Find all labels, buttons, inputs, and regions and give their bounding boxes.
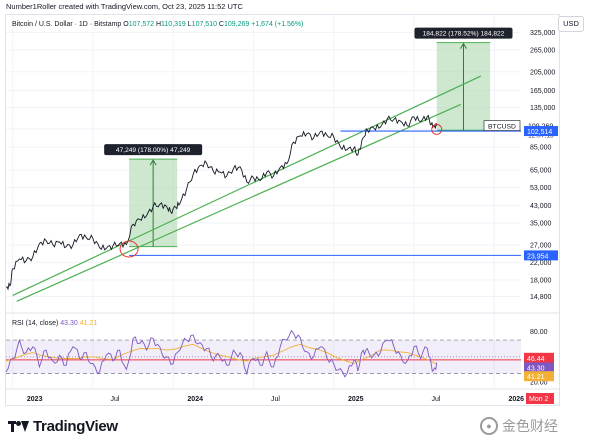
last-price-box (524, 120, 559, 131)
projection-arrow-head (149, 159, 157, 166)
y-tick-label: 53,000 (530, 185, 552, 192)
bar-countdown-label: 12:07:15 (528, 133, 554, 140)
trend-line (16, 103, 462, 302)
y-tick-label: 65,000 (530, 168, 552, 175)
price-series-line (6, 114, 438, 291)
y-tick-label: 165,000 (530, 88, 555, 95)
symbol-tag-box (483, 120, 521, 131)
y-tick-label: 265,000 (530, 47, 555, 54)
attribution-bar: Number1Roller created with TradingView.c… (0, 0, 600, 14)
rsi-value-label: 43.30 (527, 365, 545, 372)
rsi-value-label: 41.21 (527, 374, 545, 381)
y-tick-label: 22,000 (530, 260, 552, 267)
tradingview-logo-icon (8, 421, 29, 432)
watermark: ● 金色财经 (480, 416, 558, 436)
pivot-circle-marker (119, 240, 139, 258)
level-price-box (524, 126, 558, 137)
time-tick-label: Jul (271, 396, 280, 403)
y-tick-label: 43,000 (530, 203, 552, 210)
rsi-title: RSI (14, close) (12, 320, 60, 327)
rsi-value-box (524, 352, 554, 363)
ohlc-value: 109,269 (224, 21, 251, 28)
time-tick-label: 2025 (348, 396, 364, 403)
chart-svg[interactable]: 325,000265,000205,000165,000135,000105,0… (6, 15, 559, 405)
symbol-legend: Bitcoin / U.S. Dollar · 1D · Bitstamp O1… (12, 21, 303, 28)
projection-label: 184,822 (178.52%) 184,822 (423, 31, 505, 38)
ohlc-label: O (123, 21, 129, 28)
watermark-text: 金色财经 (502, 418, 558, 434)
y-tick-label: 85,000 (530, 145, 552, 152)
rsi-value-box (524, 362, 554, 373)
rsi-legend: RSI (14, close) 43.30 41.21 (12, 320, 97, 327)
watermark-icon: ● (480, 417, 498, 435)
rsi-value: 43.30 (60, 320, 79, 327)
currency-button[interactable]: USD (558, 16, 584, 32)
projection-label: 47,249 (178.00%) 47,249 (116, 147, 191, 154)
projection-label-box (414, 27, 513, 39)
footer: TradingView ● 金色财经 (0, 406, 600, 442)
rsi-value-label: 46.44 (527, 356, 545, 363)
time-tick-label: Jul (110, 396, 119, 403)
symbol-tag: BTCUSD (488, 124, 516, 131)
rsi-tick-label: 80.00 (530, 329, 548, 336)
ohlc-value: 107,510 (192, 21, 219, 28)
y-tick-label: 325,000 (530, 30, 555, 37)
rsi-tick-label: 20.00 (530, 379, 548, 386)
y-tick-label: 14,800 (530, 294, 552, 301)
ohlc-value: 110,319 (161, 21, 188, 28)
ohlc-label: H (156, 21, 161, 28)
y-tick-label: 18,000 (530, 277, 552, 284)
ohlc-label: L (188, 21, 192, 28)
rsi-ma-line (6, 343, 437, 365)
ohlc-label: C (219, 21, 224, 28)
brand-name: TradingView (33, 418, 118, 435)
trend-line (12, 75, 482, 296)
pivot-circle-marker (431, 123, 443, 135)
symbol-name: Bitcoin / U.S. Dollar · 1D · Bitstamp (12, 21, 123, 28)
time-tick-label: 2023 (27, 396, 43, 403)
y-tick-label: 35,000 (530, 220, 552, 227)
y-tick-label: 205,000 (530, 69, 555, 76)
level-price-label: 23,954 (527, 253, 549, 260)
projection-arrow-head (460, 42, 467, 49)
time-cursor-box (526, 393, 554, 404)
rsi-ma-value: 41.21 (80, 320, 98, 327)
time-tick-label: Jul (432, 396, 441, 403)
y-tick-label: 27,000 (530, 243, 552, 250)
time-cursor-label: Mon 2 (529, 396, 549, 403)
time-tick-label: 2024 (187, 396, 203, 403)
projection-label-box (104, 144, 203, 156)
rsi-line (6, 329, 438, 378)
level-price-label: 102,514 (527, 129, 552, 136)
level-price-box (524, 250, 558, 261)
y-tick-label: 135,000 (530, 105, 555, 112)
attribution-text: Number1Roller created with TradingView.c… (6, 2, 243, 11)
chart-card: 325,000265,000205,000165,000135,000105,0… (5, 14, 560, 406)
tradingview-logo[interactable]: TradingView (8, 418, 118, 435)
ohlc-value: 107,572 (129, 21, 156, 28)
change-value: +1,674 (+1.56%) (251, 21, 303, 28)
time-tick-label: 2026 (508, 396, 524, 403)
rsi-value-box (524, 371, 554, 382)
